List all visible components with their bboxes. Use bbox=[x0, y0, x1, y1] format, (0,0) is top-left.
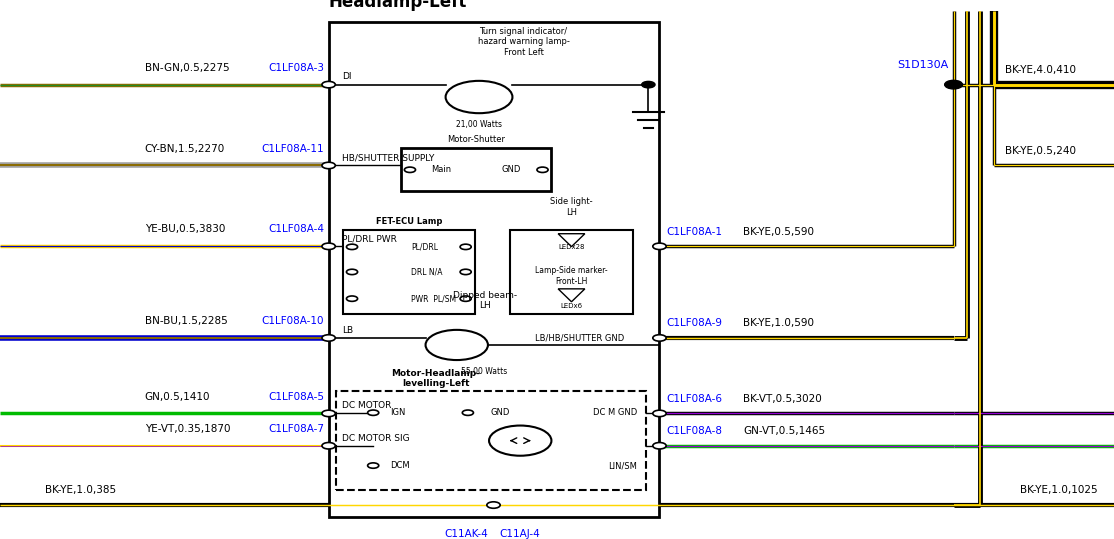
Text: C1LF08A-10: C1LF08A-10 bbox=[262, 316, 324, 326]
Bar bbox=[336, 391, 646, 490]
Text: LB: LB bbox=[342, 326, 353, 335]
Circle shape bbox=[653, 243, 666, 250]
Circle shape bbox=[322, 243, 335, 250]
Text: S1D130A: S1D130A bbox=[897, 59, 948, 70]
Text: GND: GND bbox=[501, 165, 520, 174]
Text: BK-YE,0.5,590: BK-YE,0.5,590 bbox=[743, 226, 814, 237]
Text: BK-YE,1.0,1025: BK-YE,1.0,1025 bbox=[1020, 485, 1098, 495]
Text: GND: GND bbox=[490, 408, 509, 417]
Circle shape bbox=[346, 244, 358, 250]
Circle shape bbox=[460, 244, 471, 250]
Text: PL/DRL PWR: PL/DRL PWR bbox=[342, 234, 397, 243]
Circle shape bbox=[537, 167, 548, 172]
Text: HB/SHUTTER SUPPLY: HB/SHUTTER SUPPLY bbox=[342, 153, 434, 162]
Text: C11AK-4: C11AK-4 bbox=[444, 529, 488, 539]
Text: Main: Main bbox=[431, 165, 451, 174]
Circle shape bbox=[322, 443, 335, 449]
Text: Motor-Shutter: Motor-Shutter bbox=[447, 135, 506, 144]
Text: DC M GND: DC M GND bbox=[593, 408, 637, 417]
Text: DRL N/A: DRL N/A bbox=[411, 267, 443, 277]
Text: YE-VT,0.35,1870: YE-VT,0.35,1870 bbox=[145, 424, 231, 434]
Text: LEDx28: LEDx28 bbox=[558, 244, 585, 250]
Circle shape bbox=[322, 81, 335, 88]
Text: C1LF08A-9: C1LF08A-9 bbox=[666, 318, 722, 328]
Text: BN-GN,0.5,2275: BN-GN,0.5,2275 bbox=[145, 63, 229, 73]
Circle shape bbox=[322, 410, 335, 417]
Bar bbox=[510, 230, 633, 314]
Bar bbox=[329, 22, 659, 517]
Circle shape bbox=[346, 270, 358, 274]
Text: C1LF08A-6: C1LF08A-6 bbox=[666, 393, 722, 404]
Text: 21,00 Watts: 21,00 Watts bbox=[456, 120, 502, 129]
Text: Headlamp-Left: Headlamp-Left bbox=[329, 0, 467, 11]
Text: C1LF08A-1: C1LF08A-1 bbox=[666, 226, 722, 237]
Text: DCM: DCM bbox=[390, 461, 410, 470]
Text: C1LF08A-5: C1LF08A-5 bbox=[268, 391, 324, 402]
Text: GN,0.5,1410: GN,0.5,1410 bbox=[145, 391, 211, 402]
Text: BK-YE,1.0,590: BK-YE,1.0,590 bbox=[743, 318, 814, 328]
Text: DI: DI bbox=[342, 72, 352, 81]
Text: BN-BU,1.5,2285: BN-BU,1.5,2285 bbox=[145, 316, 227, 326]
Bar bbox=[343, 230, 475, 314]
Text: Side light-
LH: Side light- LH bbox=[550, 197, 593, 217]
Text: C1LF08A-11: C1LF08A-11 bbox=[262, 143, 324, 154]
Text: Dipped beam-
LH: Dipped beam- LH bbox=[452, 291, 517, 310]
Text: PL/DRL: PL/DRL bbox=[411, 243, 439, 251]
Text: C11AJ-4: C11AJ-4 bbox=[499, 529, 540, 539]
Circle shape bbox=[653, 443, 666, 449]
Text: Turn signal indicator/
hazard warning lamp-
Front Left: Turn signal indicator/ hazard warning la… bbox=[478, 27, 569, 57]
Text: Motor-Headlamp-
levelling-Left: Motor-Headlamp- levelling-Left bbox=[391, 369, 480, 388]
Circle shape bbox=[653, 410, 666, 417]
Text: BK-YE,4.0,410: BK-YE,4.0,410 bbox=[1005, 65, 1076, 75]
Text: BK-VT,0.5,3020: BK-VT,0.5,3020 bbox=[743, 393, 822, 404]
Circle shape bbox=[404, 167, 416, 172]
Text: C1LF08A-4: C1LF08A-4 bbox=[268, 224, 324, 234]
Circle shape bbox=[322, 335, 335, 341]
Text: DC MOTOR: DC MOTOR bbox=[342, 401, 391, 410]
Circle shape bbox=[368, 410, 379, 416]
Text: C1LF08A-8: C1LF08A-8 bbox=[666, 426, 722, 436]
Circle shape bbox=[460, 296, 471, 301]
Text: Lamp-Side marker-
Front-LH: Lamp-Side marker- Front-LH bbox=[535, 266, 608, 286]
Text: GN-VT,0.5,1465: GN-VT,0.5,1465 bbox=[743, 426, 825, 436]
Text: IGN: IGN bbox=[390, 408, 405, 417]
Circle shape bbox=[653, 335, 666, 341]
Text: BK-YE,1.0,385: BK-YE,1.0,385 bbox=[45, 485, 116, 495]
Text: DC MOTOR SIG: DC MOTOR SIG bbox=[342, 433, 410, 443]
Circle shape bbox=[462, 410, 473, 416]
Bar bbox=[401, 148, 551, 191]
Text: LIN/SM: LIN/SM bbox=[608, 461, 637, 470]
Circle shape bbox=[460, 270, 471, 274]
Text: CY-BN,1.5,2270: CY-BN,1.5,2270 bbox=[145, 143, 225, 154]
Text: PWR  PL/SM: PWR PL/SM bbox=[411, 294, 457, 303]
Circle shape bbox=[945, 80, 962, 89]
Text: C1LF08A-3: C1LF08A-3 bbox=[268, 63, 324, 73]
Text: LEDx6: LEDx6 bbox=[560, 303, 583, 309]
Circle shape bbox=[346, 296, 358, 301]
Circle shape bbox=[487, 502, 500, 508]
Text: LB/HB/SHUTTER GND: LB/HB/SHUTTER GND bbox=[535, 333, 624, 342]
Circle shape bbox=[368, 463, 379, 468]
Text: 55,00 Watts: 55,00 Watts bbox=[461, 367, 508, 376]
Text: C1LF08A-7: C1LF08A-7 bbox=[268, 424, 324, 434]
Text: BK-YE,0.5,240: BK-YE,0.5,240 bbox=[1005, 146, 1076, 156]
Circle shape bbox=[322, 162, 335, 169]
Text: FET-ECU Lamp: FET-ECU Lamp bbox=[375, 217, 442, 226]
Text: YE-BU,0.5,3830: YE-BU,0.5,3830 bbox=[145, 224, 225, 234]
Circle shape bbox=[642, 81, 655, 88]
